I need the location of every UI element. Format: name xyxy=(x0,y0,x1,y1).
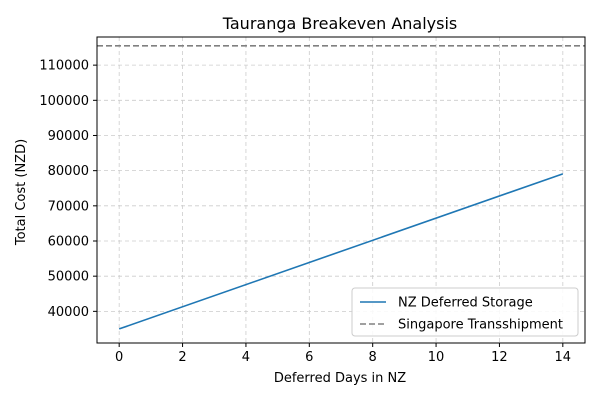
series-layer xyxy=(97,44,585,330)
x-tick-label: 8 xyxy=(369,350,377,365)
legend-label: NZ Deferred Storage xyxy=(398,296,533,311)
y-tick-label: 110000 xyxy=(39,59,89,74)
y-tick-label: 40000 xyxy=(48,305,89,320)
y-axis-label: Total Cost (NZD) xyxy=(14,139,29,246)
chart-title: Tauranga Breakeven Analysis xyxy=(222,14,458,33)
x-tick-label: 0 xyxy=(115,350,123,365)
y-tick-label: 90000 xyxy=(48,129,89,144)
legend: NZ Deferred Storage Singapore Transshipme… xyxy=(351,287,579,337)
x-axis-label: Deferred Days in NZ xyxy=(274,371,406,386)
x-tick-label: 10 xyxy=(428,350,445,365)
y-tick-label: 50000 xyxy=(48,270,89,285)
x-tick-label: 6 xyxy=(305,350,313,365)
x-tick-label: 4 xyxy=(242,350,250,365)
x-tick-label: 12 xyxy=(491,350,508,365)
y-tick-label: 60000 xyxy=(48,235,89,250)
y-axis: 40000 50000 60000 70000 80000 90000 100000 1100… xyxy=(39,59,97,320)
x-tick-label: 14 xyxy=(555,350,572,365)
legend-box xyxy=(351,287,579,337)
legend-label: Singapore Transshipment xyxy=(398,318,563,333)
plot-frame xyxy=(96,36,586,344)
y-tick-label: 100000 xyxy=(39,94,89,109)
x-axis: 0 2 4 6 8 10 12 14 xyxy=(115,343,571,365)
series-line-nz-deferred-storage xyxy=(118,173,564,330)
y-tick-label: 70000 xyxy=(48,199,89,214)
y-tick-label: 80000 xyxy=(48,164,89,179)
x-tick-label: 2 xyxy=(178,350,186,365)
